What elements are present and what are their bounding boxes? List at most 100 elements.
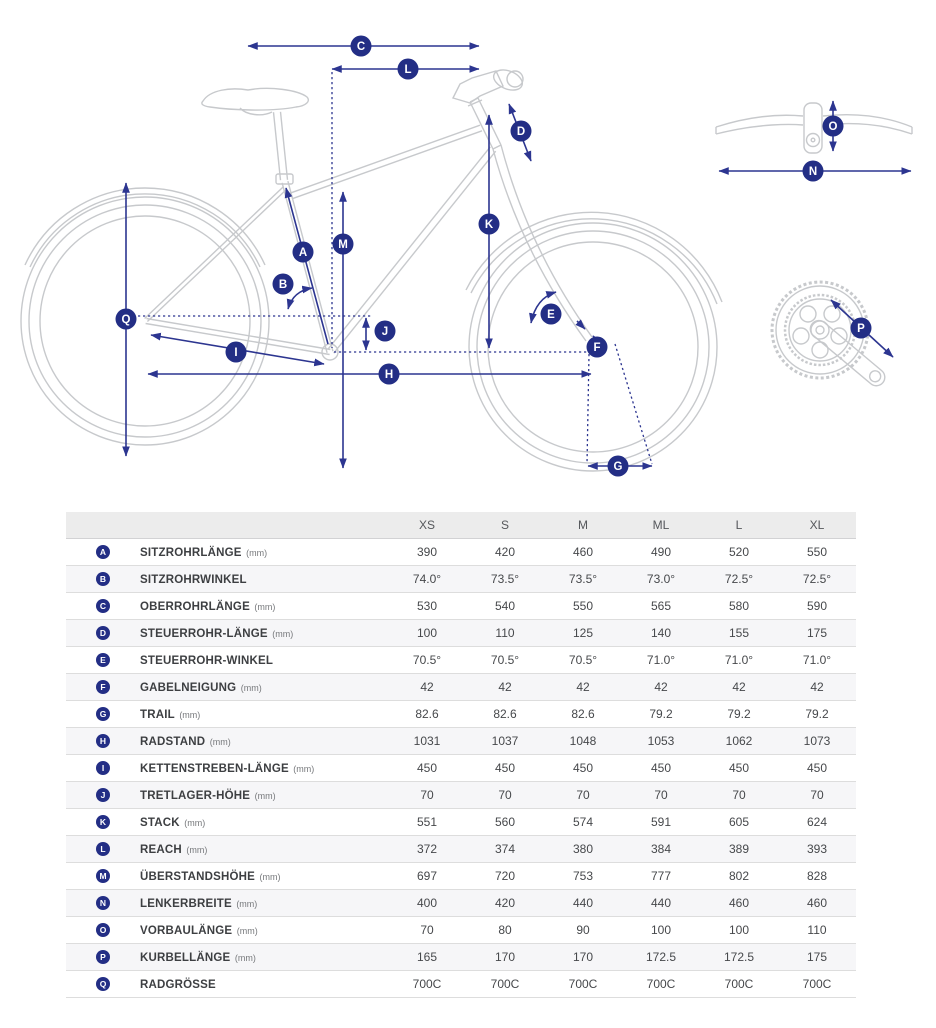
table-row: D STEUERROHR-LÄNGE (mm) 100 110 125 140 … xyxy=(66,619,856,647)
row-letter-badge: G xyxy=(96,706,110,721)
row-value-m: 1048 xyxy=(569,734,597,748)
table-row: M ÜBERSTANDSHÖHE (mm) 697 720 753 777 80… xyxy=(66,863,856,890)
row-value-m: 82.6 xyxy=(571,707,595,721)
row-badge-cell: J xyxy=(66,782,140,809)
header-size-ml: ML xyxy=(622,512,700,539)
row-value-s: 374 xyxy=(494,842,516,856)
cockpit xyxy=(451,69,524,104)
seat-clamp xyxy=(275,173,294,185)
table-row: Q RADGRÖSSE 700C 700C 700C 700C 700C 700… xyxy=(66,971,856,998)
row-value-xs: 1031 xyxy=(413,734,441,748)
badge-h-wheelbase: H xyxy=(378,363,400,385)
row-value-l: 70 xyxy=(732,788,746,802)
row-unit: (mm) xyxy=(186,845,208,855)
row-unit: (mm) xyxy=(246,548,268,558)
row-value-l: 802 xyxy=(728,869,750,883)
svg-text:J: J xyxy=(382,326,388,338)
svg-text:G: G xyxy=(614,461,623,473)
row-value-l: 460 xyxy=(728,896,750,910)
row-value-s: 110 xyxy=(495,626,515,640)
row-letter-badge: I xyxy=(96,760,110,775)
row-value-xs: 390 xyxy=(416,545,438,559)
row-value-xl: 550 xyxy=(806,545,828,559)
row-value-xs: 450 xyxy=(416,761,438,775)
row-value-ml: 1053 xyxy=(647,734,675,748)
row-value-l: 580 xyxy=(728,599,750,613)
row-value-xl: 828 xyxy=(806,869,828,883)
row-letter-badge: L xyxy=(96,841,110,856)
row-letter-badge: N xyxy=(96,895,110,910)
row-value-xs: 551 xyxy=(416,815,438,829)
badge-k-stack: K xyxy=(478,213,500,235)
row-value-m: 70 xyxy=(576,788,590,802)
handlebar-front-view xyxy=(715,102,913,154)
row-value-m: 753 xyxy=(572,869,594,883)
table-row: G TRAIL (mm) 82.6 82.6 82.6 79.2 79.2 79… xyxy=(66,701,856,728)
row-value-ml: 70 xyxy=(654,788,668,802)
row-label: TRETLAGER-HÖHE xyxy=(140,790,251,802)
row-value-s: 700C xyxy=(490,977,520,991)
row-letter-badge: Q xyxy=(96,976,110,991)
row-label-cell: KURBELLÄNGE (mm) xyxy=(140,944,388,971)
header-size-xs: XS xyxy=(388,512,466,539)
row-value-xs: 165 xyxy=(416,950,438,964)
row-value-s: 70.5° xyxy=(490,653,520,667)
row-value-m: 170 xyxy=(572,950,594,964)
header-label-col xyxy=(140,512,388,539)
svg-text:L: L xyxy=(404,64,411,76)
row-value-xl: 79.2 xyxy=(805,707,829,721)
row-value-xl: 110 xyxy=(807,923,827,937)
row-letter-badge: C xyxy=(96,598,110,613)
row-badge-cell: B xyxy=(66,566,140,593)
row-label: ÜBERSTANDSHÖHE xyxy=(140,871,256,883)
row-value-l: 172.5 xyxy=(723,950,755,964)
row-value-ml: 777 xyxy=(650,869,672,883)
table-header-row: XS S M ML L XL xyxy=(66,512,856,539)
row-value-xl: 460 xyxy=(806,896,828,910)
row-value-m: 125 xyxy=(572,626,594,640)
row-value-l: 520 xyxy=(728,545,750,559)
stem-clamp xyxy=(803,102,823,154)
row-label: GABELNEIGUNG xyxy=(140,682,237,694)
row-label-cell: LENKERBREITE (mm) xyxy=(140,890,388,917)
row-value-xs: 372 xyxy=(416,842,438,856)
row-value-xl: 624 xyxy=(806,815,828,829)
row-value-l: 389 xyxy=(728,842,750,856)
row-value-xs: 697 xyxy=(416,869,438,883)
row-value-xs: 74.0° xyxy=(412,572,442,586)
svg-text:O: O xyxy=(829,121,838,133)
row-label-cell: TRAIL (mm) xyxy=(140,701,388,728)
row-label: VORBAULÄNGE xyxy=(140,925,233,937)
svg-text:A: A xyxy=(299,247,307,259)
row-unit: (mm) xyxy=(254,602,276,612)
row-value-ml: 140 xyxy=(650,626,672,640)
row-unit: (mm) xyxy=(254,791,276,801)
row-value-s: 1037 xyxy=(491,734,519,748)
row-unit: (mm) xyxy=(236,926,258,936)
row-value-l: 100 xyxy=(728,923,750,937)
row-value-s: 42 xyxy=(498,680,512,694)
row-value-xs: 100 xyxy=(416,626,438,640)
row-value-m: 380 xyxy=(572,842,594,856)
row-value-l: 700C xyxy=(724,977,754,991)
table-row: K STACK (mm) 551 560 574 591 605 624 xyxy=(66,809,856,836)
svg-text:D: D xyxy=(517,126,525,138)
geometry-table-body: A SITZROHRLÄNGE (mm) 390 420 460 490 520… xyxy=(66,539,856,998)
crankset xyxy=(770,280,886,387)
row-value-xl: 1073 xyxy=(803,734,831,748)
row-value-ml: 591 xyxy=(650,815,672,829)
row-label-cell: STEUERROHR-LÄNGE (mm) xyxy=(140,620,388,647)
row-value-ml: 700C xyxy=(646,977,676,991)
row-badge-cell: M xyxy=(66,863,140,890)
row-label-cell: OBERROHRLÄNGE (mm) xyxy=(140,593,388,620)
row-letter-badge: O xyxy=(96,922,110,937)
table-row: N LENKERBREITE (mm) 400 420 440 440 460 … xyxy=(66,889,856,917)
row-value-ml: 42 xyxy=(654,680,668,694)
geometry-svg: C L D K M A B Q J I E F H G O N P xyxy=(20,35,913,477)
row-value-s: 540 xyxy=(494,599,516,613)
row-value-ml: 73.0° xyxy=(646,572,676,586)
steering-axis-line xyxy=(614,343,653,465)
header-size-l: L xyxy=(700,512,778,539)
row-value-xs: 530 xyxy=(416,599,438,613)
table-row: B SITZROHRWINKEL 74.0° 73.5° 73.5° 73.0°… xyxy=(66,565,856,593)
